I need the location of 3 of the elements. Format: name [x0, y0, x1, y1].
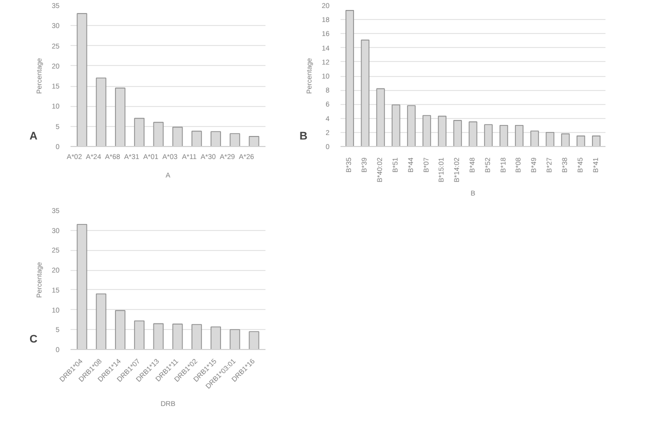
text: B	[300, 130, 308, 142]
text: C	[30, 334, 38, 346]
text: A	[30, 130, 38, 142]
